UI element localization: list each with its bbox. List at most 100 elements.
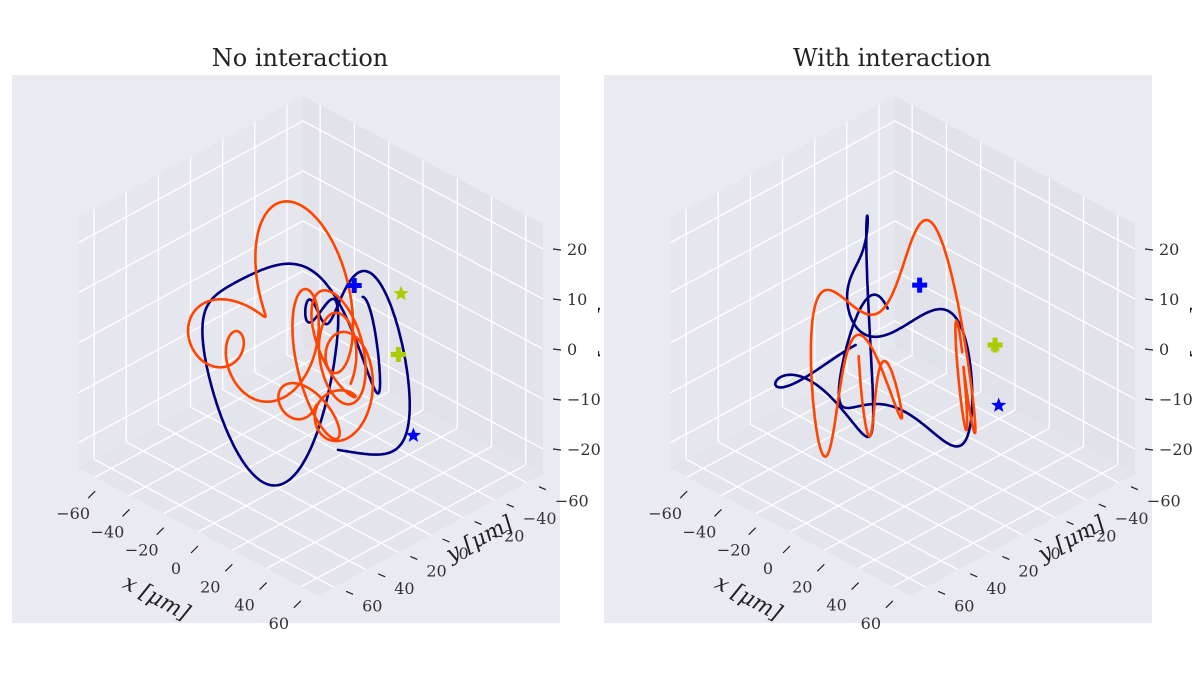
- chart-3d-plot: −60−40−200204060−60−40−200204060−20−1001…: [604, 75, 1192, 633]
- z-tick-mark: [1144, 398, 1154, 401]
- x-tick-mark: [885, 600, 894, 609]
- grid-lines: [669, 104, 1136, 588]
- y-tick-mark: [538, 486, 547, 491]
- z-tick-label: 10: [1159, 290, 1179, 309]
- grid-line: [302, 120, 544, 250]
- grid-line: [77, 120, 304, 244]
- x-tick-label: −40: [683, 522, 717, 541]
- plus-marker: [987, 337, 1003, 353]
- x-tick-label: 20: [792, 577, 812, 596]
- z-tick-mark: [552, 448, 562, 451]
- trajectory-series-0: [201, 262, 411, 487]
- y-tick-mark: [1002, 555, 1010, 560]
- grid-line: [894, 270, 1136, 400]
- y-tick-label: 0: [1051, 544, 1061, 563]
- grid-line: [77, 270, 304, 394]
- grid-line: [685, 458, 927, 588]
- x-tick-mark: [259, 582, 267, 590]
- z-tick-label: −20: [567, 440, 600, 459]
- y-tick-mark: [410, 555, 418, 560]
- x-tick-label: −20: [125, 541, 159, 560]
- x-tick-mark: [748, 527, 757, 536]
- z-tick-label: −10: [1159, 390, 1192, 409]
- z-tick-label: 20: [1159, 240, 1179, 259]
- z-tick-mark: [1144, 448, 1154, 451]
- y-tick-label: −20: [491, 527, 525, 546]
- grid-line: [894, 120, 1136, 250]
- x-tick-mark: [679, 490, 688, 499]
- trajectory-series-1: [809, 218, 977, 458]
- star-marker: [991, 397, 1007, 412]
- y-tick-mark: [1098, 503, 1107, 508]
- grid-line: [190, 406, 431, 536]
- x-tick-label: 40: [234, 596, 254, 615]
- z-tick-label: −20: [1159, 440, 1192, 459]
- y-tick-label: 20: [426, 561, 446, 580]
- x-tick-label: −60: [648, 504, 682, 523]
- grid-line: [254, 371, 496, 501]
- x-tick-label: 20: [200, 577, 220, 596]
- grid-line: [717, 441, 959, 571]
- x-tick-label: −40: [91, 522, 125, 541]
- y-tick-mark: [377, 573, 386, 578]
- z-tick-label: 0: [567, 340, 577, 359]
- z-tick-label: 10: [567, 290, 587, 309]
- z-tick-mark: [1144, 298, 1154, 301]
- grid-line: [669, 120, 896, 244]
- y-tick-label: −40: [1115, 509, 1149, 528]
- x-tick-mark: [122, 509, 130, 517]
- z-tick-label: 0: [1159, 340, 1169, 359]
- y-tick-label: 60: [954, 596, 974, 615]
- x-tick-label: 0: [763, 559, 773, 578]
- z-tick-mark: [1144, 248, 1154, 251]
- y-tick-label: −20: [1083, 527, 1117, 546]
- z-tick-mark: [552, 398, 562, 401]
- chart-title: With interaction: [792, 44, 992, 72]
- star-marker: [405, 427, 421, 442]
- y-tick-mark: [506, 503, 515, 508]
- panel-no-interaction: No interaction −60 −40 −20 0 20 40 60 −60 −40 −20…: [12, 44, 600, 633]
- x-tick-label: −20: [717, 541, 751, 560]
- x-tick-label: −60: [56, 504, 90, 523]
- z-tick-mark: [552, 298, 562, 301]
- y-tick-mark: [474, 521, 482, 526]
- y-tick-label: 60: [362, 596, 382, 615]
- grid-line: [93, 458, 335, 588]
- x-tick-mark: [156, 527, 165, 536]
- grid-line: [669, 320, 896, 444]
- plus-marker: [390, 346, 406, 362]
- grid-line: [125, 441, 367, 571]
- x-tick-label: 60: [269, 614, 289, 633]
- grid-line: [669, 170, 896, 294]
- grid-line: [222, 388, 463, 519]
- y-tick-label: −60: [1147, 492, 1181, 511]
- plus-marker: [912, 277, 928, 293]
- x-tick-mark: [851, 582, 859, 590]
- x-tick-mark: [190, 545, 199, 554]
- y-tick-mark: [969, 573, 978, 578]
- z-tick-mark: [552, 348, 562, 351]
- y-tick-label: 0: [459, 544, 469, 563]
- y-tick-mark: [1066, 521, 1074, 526]
- x-tick-label: 40: [826, 596, 846, 615]
- z-tick-mark: [1144, 348, 1154, 351]
- z-tick-label: 20: [567, 240, 587, 259]
- grid-line: [158, 423, 399, 554]
- grid-line: [286, 354, 528, 484]
- y-tick-label: 20: [1018, 561, 1038, 580]
- y-tick-label: 40: [394, 579, 414, 598]
- grid-line: [302, 320, 544, 450]
- grid-line: [302, 170, 544, 300]
- y-tick-label: −40: [523, 509, 557, 528]
- grid-line: [302, 220, 544, 350]
- z-tick-mark: [552, 248, 562, 251]
- grid-line: [750, 423, 991, 554]
- grid-line: [782, 406, 1023, 536]
- y-tick-mark: [1034, 538, 1042, 543]
- trajectory-series-1: [186, 200, 375, 443]
- grid-line: [77, 220, 304, 344]
- x-tick-label: 0: [171, 559, 181, 578]
- grid-line: [77, 170, 304, 294]
- chart-3d-plot: −60−40−200204060−60−40−200204060−20−1001…: [12, 75, 600, 633]
- x-tick-mark: [224, 563, 233, 572]
